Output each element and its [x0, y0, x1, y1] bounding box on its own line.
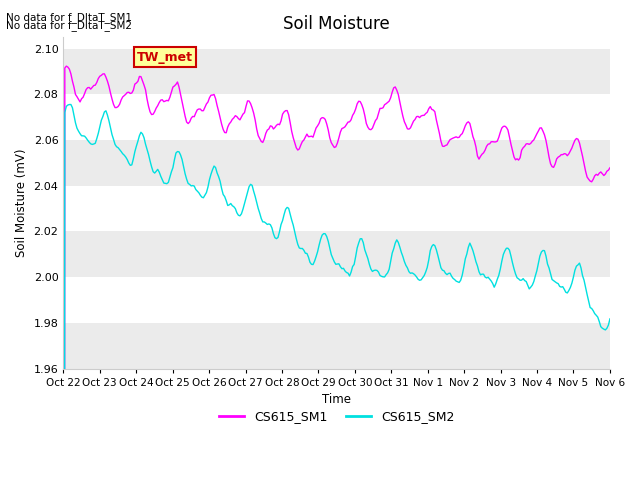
CS615_SM1 [128, 90, 136, 96]
CS615_SM2 [128, 162, 136, 168]
CS615_SM2 [300, 247, 308, 253]
Bar [63, 95, 610, 140]
Title: Soil Moisture: Soil Moisture [284, 15, 390, 33]
CS615_SM1 [252, 117, 259, 123]
Bar [63, 140, 610, 186]
CS615_SM2 [252, 193, 259, 199]
CS615_SM1 [242, 104, 250, 109]
CS615_SM1 [577, 146, 585, 152]
Bar [63, 186, 610, 231]
CS615_SM2 [224, 203, 232, 208]
Y-axis label: Soil Moisture (mV): Soil Moisture (mV) [15, 149, 28, 257]
Bar [63, 323, 610, 369]
CS615_SM2 [577, 265, 585, 271]
Line: CS615_SM2: CS615_SM2 [63, 105, 610, 480]
CS615_SM1 [606, 165, 614, 171]
Bar [63, 49, 610, 95]
Text: TW_met: TW_met [137, 50, 193, 63]
Text: No data for f_DltaT_SM1: No data for f_DltaT_SM1 [6, 12, 132, 23]
CS615_SM1 [300, 137, 308, 143]
Bar [63, 231, 610, 277]
Line: CS615_SM1: CS615_SM1 [63, 66, 610, 480]
Text: No data for f_DltaT_SM2: No data for f_DltaT_SM2 [6, 20, 132, 31]
CS615_SM2 [242, 195, 250, 201]
CS615_SM1 [63, 63, 70, 69]
CS615_SM1 [224, 124, 232, 130]
Bar [63, 277, 610, 323]
Legend: CS615_SM1, CS615_SM2: CS615_SM1, CS615_SM2 [214, 406, 460, 429]
CS615_SM2 [67, 102, 75, 108]
CS615_SM2 [606, 316, 614, 322]
X-axis label: Time: Time [322, 393, 351, 406]
